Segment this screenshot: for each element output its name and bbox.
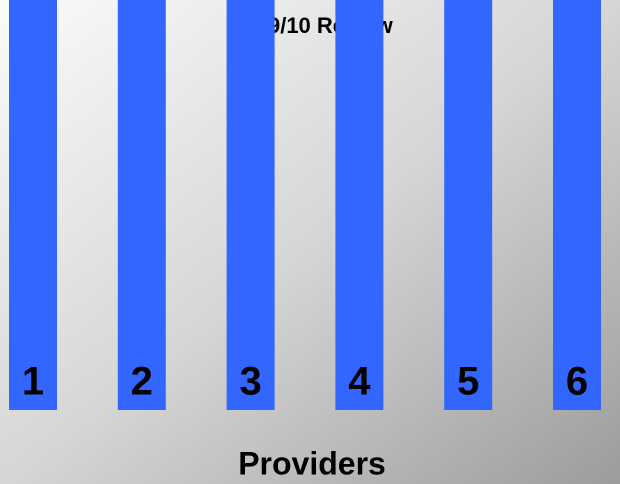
x-axis-label: Providers [238, 445, 386, 481]
category-label: 6 [566, 360, 588, 404]
bar [226, 0, 275, 411]
category-label: 4 [348, 360, 371, 404]
category-label: 3 [239, 360, 261, 404]
bar [9, 0, 57, 411]
category-label: 5 [457, 360, 479, 404]
category-label: 2 [131, 360, 153, 404]
bar [553, 0, 601, 410]
bar [444, 0, 493, 410]
bar [335, 0, 384, 411]
category-label: 1 [22, 360, 44, 404]
bar [117, 0, 166, 411]
